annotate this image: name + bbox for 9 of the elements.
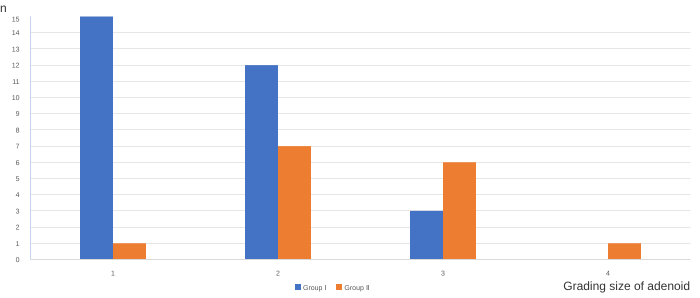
bar bbox=[410, 210, 443, 260]
x-axis-title: Grading size of adenoid bbox=[563, 278, 690, 295]
bar bbox=[245, 65, 278, 260]
bar bbox=[443, 162, 476, 260]
bar bbox=[608, 243, 641, 260]
bar bbox=[278, 146, 311, 260]
y-axis-title: n bbox=[0, 0, 7, 17]
bar bbox=[113, 243, 146, 260]
bar bbox=[80, 16, 113, 260]
